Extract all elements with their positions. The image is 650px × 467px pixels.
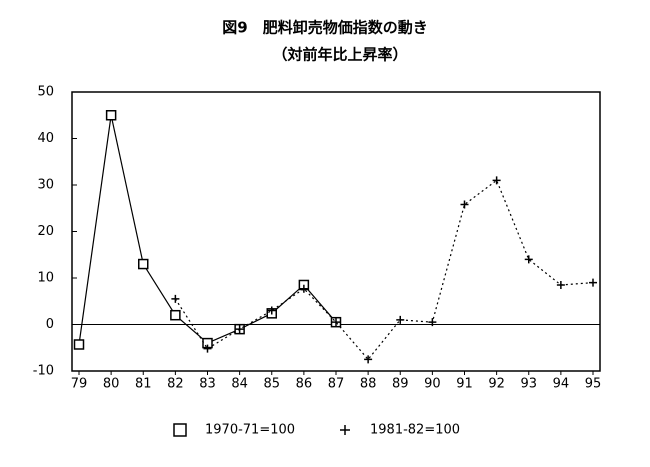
point-marker — [364, 355, 373, 364]
point-marker — [396, 315, 405, 324]
x-tick-label: 83 — [199, 377, 216, 392]
x-tick-label: 95 — [585, 377, 602, 392]
x-tick-label: 91 — [456, 377, 473, 392]
y-tick-label: 30 — [37, 178, 54, 193]
point-marker — [267, 306, 276, 315]
legend-marker — [340, 425, 350, 435]
x-tick-label: 88 — [360, 377, 377, 392]
legend-label: 1981-82=100 — [370, 423, 460, 438]
y-tick-label: 0 — [46, 317, 54, 332]
point-marker — [171, 294, 180, 303]
legend-label: 1970-71=100 — [205, 423, 295, 438]
point-marker — [589, 278, 597, 287]
x-tick-label: 93 — [520, 377, 537, 392]
legend-marker — [173, 423, 187, 437]
x-tick-label: 89 — [392, 377, 409, 392]
x-tick-label: 86 — [296, 377, 313, 392]
series-line — [78, 115, 337, 345]
point-marker — [428, 318, 437, 327]
y-tick-label: 50 — [37, 85, 54, 100]
point-marker — [492, 176, 501, 185]
point-marker — [138, 258, 149, 270]
y-tick-label: 20 — [37, 224, 54, 239]
x-tick-label: 81 — [135, 377, 152, 392]
point-marker — [556, 280, 565, 289]
y-tick-label: 10 — [37, 271, 54, 286]
point-marker — [105, 110, 117, 121]
x-tick-label: 82 — [167, 377, 184, 392]
y-tick-label: 40 — [37, 131, 54, 146]
point-marker — [170, 309, 181, 321]
point-marker — [299, 284, 308, 293]
point-marker — [332, 318, 340, 327]
y-tick-label: -10 — [33, 364, 54, 379]
chart-subtitle: （対前年比上昇率） — [272, 46, 407, 64]
x-tick-label: 79 — [71, 377, 88, 392]
x-tick-label: 87 — [328, 377, 345, 392]
plot-frame — [71, 91, 601, 372]
point-marker — [524, 255, 533, 264]
x-tick-label: 85 — [263, 377, 280, 392]
chart-title: 図9 肥料卸売物価指数の動き — [222, 19, 427, 37]
x-tick-label: 80 — [103, 377, 120, 392]
x-tick-label: 92 — [488, 377, 505, 392]
x-tick-label: 84 — [231, 377, 248, 392]
x-tick-label: 90 — [424, 377, 441, 392]
point-marker — [460, 200, 469, 209]
point-marker — [203, 344, 212, 353]
point-marker — [73, 339, 85, 350]
point-marker — [235, 325, 244, 334]
x-tick-label: 94 — [553, 377, 570, 392]
